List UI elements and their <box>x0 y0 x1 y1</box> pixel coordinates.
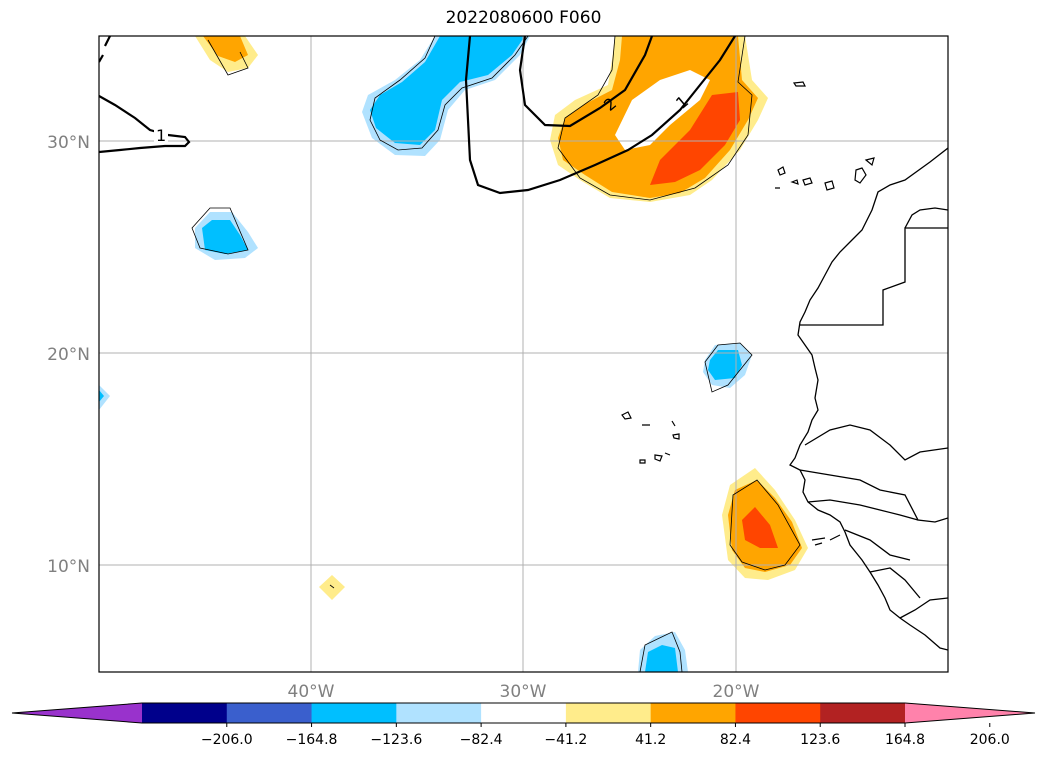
colorbar-tick-label: 123.6 <box>800 732 840 748</box>
positive-anomaly-ne-inner-white <box>615 70 710 150</box>
negative-anomaly-s-mid <box>645 645 678 672</box>
negative-anomaly-edge <box>99 385 110 410</box>
contour-1-east <box>464 36 736 195</box>
map-frame <box>98 35 949 673</box>
colorbar-extend-high <box>905 703 1035 723</box>
positive-anomaly-nw-mid <box>203 36 248 62</box>
colorbar-tick-label: 206.0 <box>970 732 1010 748</box>
lat-tick-20n: 20°N <box>47 345 90 365</box>
lat-tick-10n: 10°N <box>47 557 90 577</box>
map-title: 2022080600 F060 <box>445 8 602 28</box>
negative-anomaly-20n-mid <box>708 350 742 380</box>
colorbar-segment <box>565 703 652 723</box>
colorbar <box>11 702 1036 724</box>
lon-tick-40w: 40°W <box>288 682 335 702</box>
colorbar-extend-low <box>12 703 142 723</box>
positive-anomaly-se-strong <box>742 507 778 548</box>
colorbar-outline <box>11 702 1036 724</box>
colorbar-segment <box>311 703 397 723</box>
coastlines <box>789 147 948 651</box>
positive-anomaly-small <box>319 575 345 600</box>
graticule <box>99 36 948 672</box>
anomaly-outlines <box>191 36 801 672</box>
lat-tick-30n: 30°N <box>47 133 90 153</box>
heavy-contours <box>99 36 736 195</box>
contour-1-west <box>99 95 191 154</box>
anomaly-fill-layer <box>99 36 808 672</box>
colorbar-segment <box>226 703 313 723</box>
contour-2 <box>518 36 654 128</box>
colorbar-segment <box>396 703 482 723</box>
contour-label-1-west: 1 <box>156 126 166 145</box>
colorbar-tick-label: −123.6 <box>370 732 422 748</box>
westsahara-border <box>800 227 948 326</box>
canary-islands <box>775 157 875 191</box>
colorbar-segment <box>735 703 821 723</box>
lat-axis: 30°N 20°N 10°N <box>47 133 90 577</box>
madeira <box>792 81 806 87</box>
colorbar-segment <box>481 703 567 723</box>
lon-tick-30w: 30°W <box>500 682 547 702</box>
colorbar-segment <box>820 703 906 723</box>
colorbar-tick-label: 41.2 <box>635 732 666 748</box>
mauritania-border <box>804 424 948 461</box>
africa-coast <box>789 147 948 651</box>
colorbar-ticks: −206.0 −164.8 −123.6 −82.4 −41.2 41.2 82.4 123.… <box>201 723 1010 748</box>
cape-verde-islands <box>621 411 680 464</box>
colorbar-tick-label: 164.8 <box>885 732 925 748</box>
colorbar-tick-label: −41.2 <box>544 732 587 748</box>
colorbar-tick-label: −82.4 <box>460 732 503 748</box>
colorbar-tick-label: 82.4 <box>720 732 751 748</box>
islands <box>621 81 875 546</box>
lon-axis: 40°W 30°W 20°W <box>288 682 760 702</box>
lon-tick-20w: 20°W <box>713 682 760 702</box>
colorbar-segment <box>142 703 228 723</box>
positive-anomaly-ne-strong <box>650 92 740 185</box>
colorbar-segment <box>650 703 736 723</box>
colorbar-tick-label: −164.8 <box>286 732 338 748</box>
negative-anomaly-n-mid <box>370 36 525 145</box>
colorbar-tick-label: −206.0 <box>201 732 253 748</box>
negative-anomaly-w-mid <box>202 220 248 254</box>
